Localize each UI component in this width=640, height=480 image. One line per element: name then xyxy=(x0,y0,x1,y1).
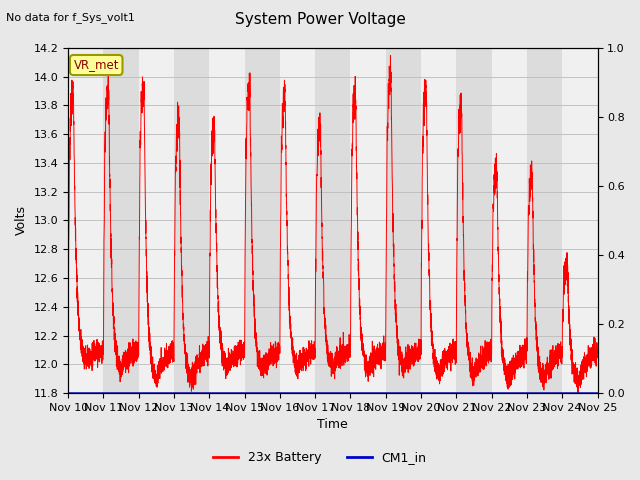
Bar xyxy=(315,48,351,393)
X-axis label: Time: Time xyxy=(317,419,348,432)
Bar xyxy=(104,48,139,393)
Bar xyxy=(139,48,174,393)
Bar xyxy=(527,48,562,393)
Bar xyxy=(209,48,244,393)
Text: No data for f_Sys_volt1: No data for f_Sys_volt1 xyxy=(6,12,135,23)
Bar xyxy=(386,48,421,393)
Bar xyxy=(562,48,598,393)
Text: VR_met: VR_met xyxy=(74,59,119,72)
Bar xyxy=(456,48,492,393)
Bar xyxy=(174,48,209,393)
Text: System Power Voltage: System Power Voltage xyxy=(235,12,405,27)
Bar xyxy=(492,48,527,393)
Legend: 23x Battery, CM1_in: 23x Battery, CM1_in xyxy=(208,446,432,469)
Bar xyxy=(421,48,456,393)
Bar xyxy=(68,48,104,393)
Y-axis label: Volts: Volts xyxy=(15,205,28,236)
Bar xyxy=(244,48,280,393)
Bar xyxy=(351,48,386,393)
Bar xyxy=(280,48,315,393)
